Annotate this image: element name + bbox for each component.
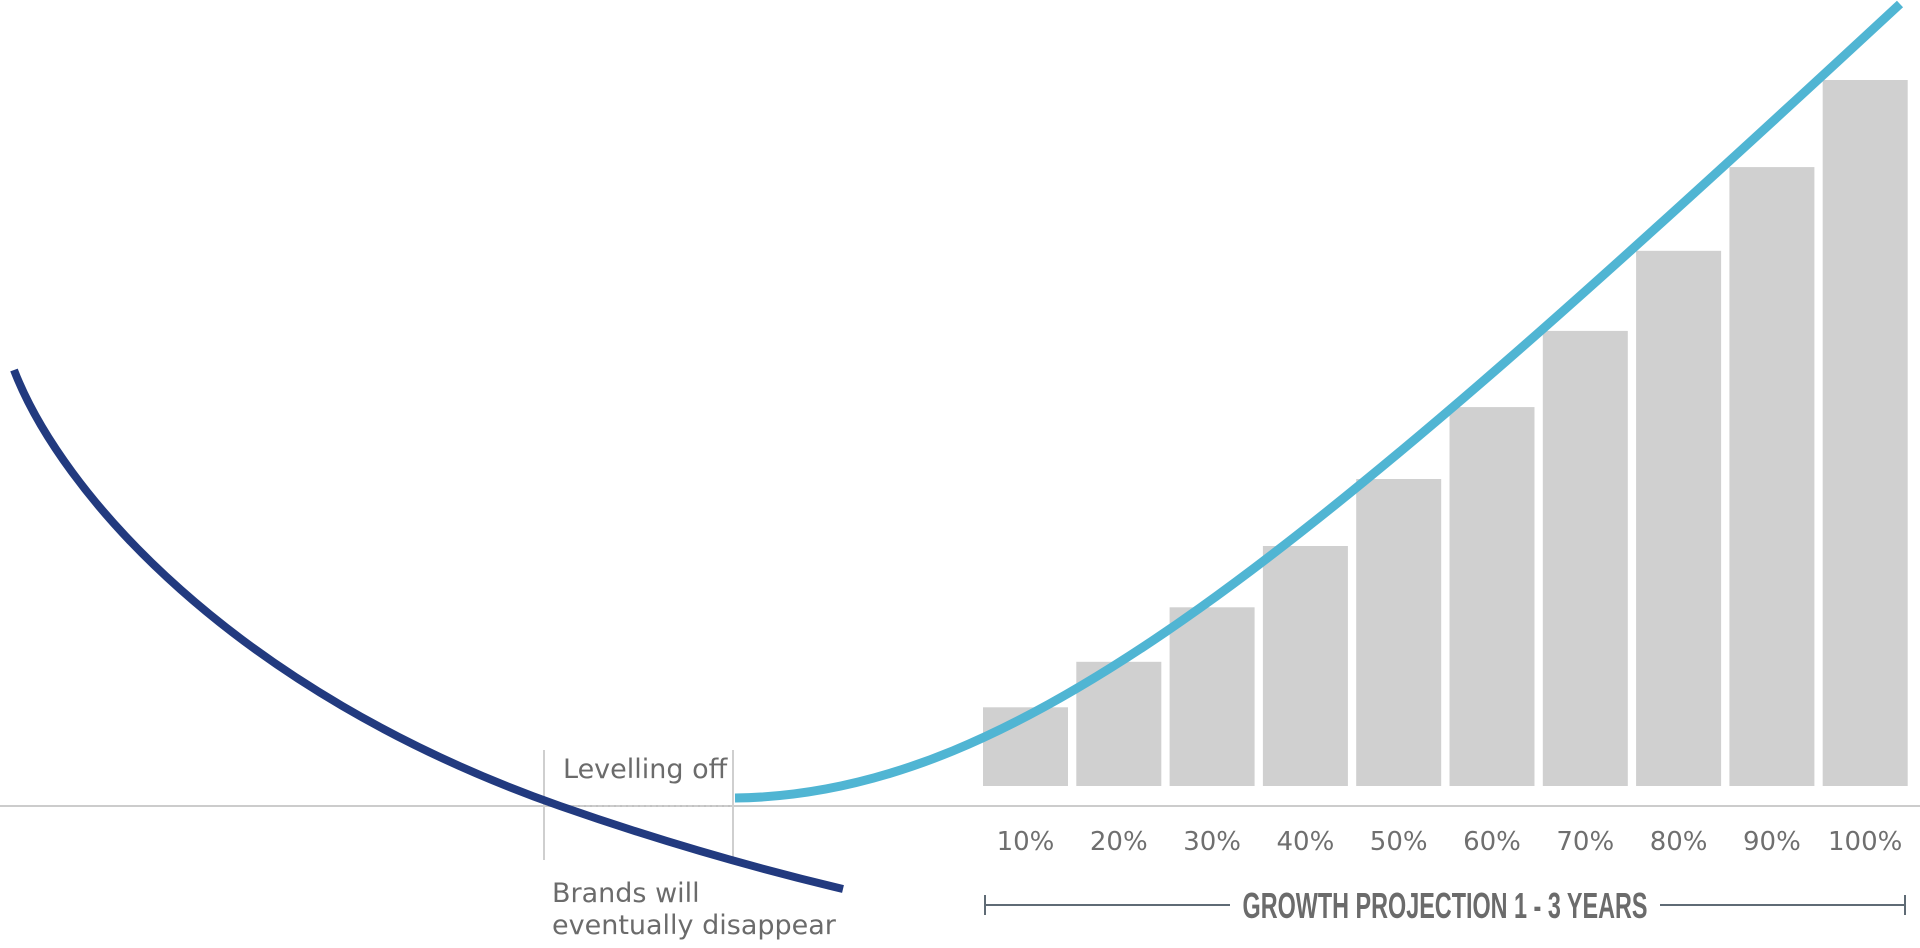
- levelling-off-label: Levelling off: [563, 754, 729, 785]
- bar-label-20pct: 20%: [1090, 827, 1148, 857]
- bar-label-30pct: 30%: [1183, 827, 1241, 857]
- growth-curve: [734, 0, 1904, 803]
- bar-100pct: [1822, 80, 1908, 786]
- bar-80pct: [1636, 250, 1722, 787]
- decline-label-line1: Brands will: [552, 878, 700, 909]
- bar-label-40pct: 40%: [1277, 827, 1335, 857]
- bar-label-90pct: 90%: [1743, 827, 1801, 857]
- bar-label-80pct: 80%: [1650, 827, 1708, 857]
- bars-group: [983, 80, 1908, 787]
- bar-label-100pct: 100%: [1828, 827, 1902, 857]
- bar-40pct: [1262, 546, 1348, 786]
- bar-60pct: [1449, 407, 1535, 786]
- bar-90pct: [1729, 167, 1815, 787]
- growth-projection-label: GROWTH PROJECTION 1 - 3 YEARS: [1243, 885, 1648, 926]
- bar-label-60pct: 60%: [1463, 827, 1521, 857]
- bar-30pct: [1169, 607, 1255, 786]
- bar-50pct: [1356, 479, 1442, 786]
- bar-70pct: [1542, 330, 1628, 786]
- bar-labels-group: 10% 20% 30% 40% 50% 60% 70% 80% 90% 100%: [997, 827, 1903, 857]
- decline-label-line2: eventually disappear: [552, 910, 837, 941]
- bar-label-50pct: 50%: [1370, 827, 1428, 857]
- bar-label-70pct: 70%: [1556, 827, 1614, 857]
- bar-label-10pct: 10%: [997, 827, 1055, 857]
- decline-curve: [10, 368, 844, 893]
